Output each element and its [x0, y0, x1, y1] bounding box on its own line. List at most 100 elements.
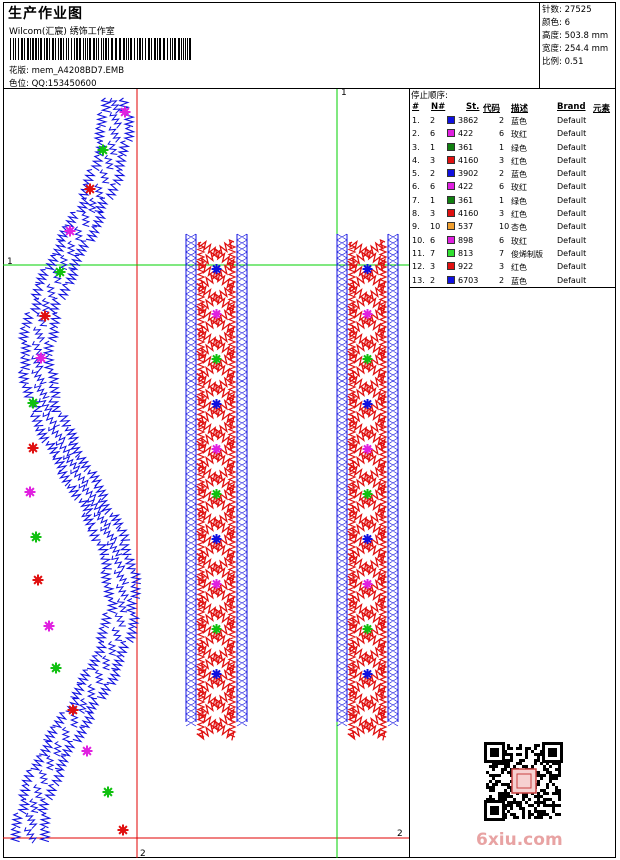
row-code: 1 — [499, 196, 504, 205]
stitch-count: 针数: 27525 — [542, 4, 608, 17]
row-needle: 3 — [430, 209, 435, 218]
row-code: 1 — [499, 143, 504, 152]
header-left: 生产作业图 Wilcom(汇宸) 绣饰工作室 花版: mem_A4208BD7.… — [4, 2, 540, 88]
design-file-label: 花版: mem_A4208BD7.EMB — [9, 64, 124, 76]
row-stitches: 6703 — [458, 276, 478, 285]
row-description: 绿色 — [511, 196, 527, 207]
page-title: 生产作业图 — [8, 3, 83, 23]
stop-row: 8. 3 4160 3 红色 Default — [411, 208, 616, 221]
row-index: 6. — [412, 182, 420, 191]
color-swatch — [447, 196, 455, 204]
header-divider — [539, 2, 540, 88]
color-swatch — [447, 262, 455, 270]
stop-row: 13. 2 6703 2 蓝色 Default — [411, 275, 616, 288]
row-description: 玫红 — [511, 129, 527, 140]
table-bottom-line — [409, 287, 616, 288]
color-swatch — [447, 182, 455, 190]
stop-table-body: 1. 2 3862 2 蓝色 Default 2. 6 422 6 玫红 Default 3. 1 361 1… — [411, 115, 616, 288]
row-stitches: 361 — [458, 143, 473, 152]
design-width: 宽度: 254.4 mm — [542, 43, 608, 56]
row-brand: Default — [557, 249, 586, 258]
row-code: 3 — [499, 156, 504, 165]
barcode — [10, 38, 192, 60]
row-stitches: 537 — [458, 222, 473, 231]
row-code: 2 — [499, 276, 504, 285]
row-stitches: 3902 — [458, 169, 478, 178]
row-description: 绿色 — [511, 143, 527, 154]
row-needle: 2 — [430, 169, 435, 178]
row-needle: 6 — [430, 182, 435, 191]
row-index: 10. — [412, 236, 425, 245]
stop-row: 9. 10 537 10 杏色 Default — [411, 221, 616, 234]
row-needle: 3 — [430, 156, 435, 165]
svg-text:2: 2 — [397, 829, 403, 839]
row-brand: Default — [557, 209, 586, 218]
row-brand: Default — [557, 222, 586, 231]
stop-row: 3. 1 361 1 绿色 Default — [411, 142, 616, 155]
stop-row: 10. 6 898 6 玫红 Default — [411, 235, 616, 248]
row-stitches: 922 — [458, 262, 473, 271]
row-code: 3 — [499, 262, 504, 271]
row-index: 8. — [412, 209, 420, 218]
row-needle: 7 — [430, 249, 435, 258]
stop-row: 4. 3 4160 3 红色 Default — [411, 155, 616, 168]
row-code: 3 — [499, 209, 504, 218]
row-index: 11. — [412, 249, 425, 258]
stop-row: 6. 6 422 6 玫红 Default — [411, 181, 616, 194]
row-brand: Default — [557, 262, 586, 271]
row-needle: 2 — [430, 276, 435, 285]
col-header-stitches: St. — [466, 102, 479, 112]
design-height: 高度: 503.8 mm — [542, 30, 608, 43]
col-header-needle: N# — [431, 102, 445, 112]
row-index: 1. — [412, 116, 420, 125]
row-index: 13. — [412, 276, 425, 285]
qr-code — [482, 740, 565, 823]
row-description: 红色 — [511, 209, 527, 220]
row-index: 7. — [412, 196, 420, 205]
watermark-text: 6xiu.com — [476, 830, 563, 850]
color-swatch — [447, 169, 455, 177]
row-index: 3. — [412, 143, 420, 152]
row-code: 10 — [499, 222, 509, 231]
row-brand: Default — [557, 196, 586, 205]
row-index: 4. — [412, 156, 420, 165]
col-header-brand: Brand — [557, 102, 586, 112]
embroidery-design-canvas: 1 1 2 2 — [3, 89, 409, 858]
row-description: 蓝色 — [511, 276, 527, 287]
stats-block: 针数: 27525 颜色: 6 高度: 503.8 mm 宽度: 254.4 m… — [542, 4, 608, 69]
row-description: 红色 — [511, 262, 527, 273]
stop-row: 7. 1 361 1 绿色 Default — [411, 195, 616, 208]
color-swatch — [447, 276, 455, 284]
company-name: Wilcom(汇宸) 绣饰工作室 — [9, 24, 115, 37]
row-stitches: 4160 — [458, 209, 478, 218]
svg-text:2: 2 — [140, 849, 146, 858]
col-header-index: # — [412, 102, 419, 112]
color-swatch — [447, 156, 455, 164]
row-brand: Default — [557, 116, 586, 125]
row-index: 12. — [412, 262, 425, 271]
svg-text:1: 1 — [341, 89, 347, 98]
color-swatch — [447, 209, 455, 217]
row-description: 杏色 — [511, 222, 527, 233]
color-swatch — [447, 236, 455, 244]
svg-text:1: 1 — [7, 257, 13, 267]
stop-row: 2. 6 422 6 玫红 Default — [411, 128, 616, 141]
color-swatch — [447, 129, 455, 137]
row-index: 5. — [412, 169, 420, 178]
color-swatch — [447, 116, 455, 124]
row-needle: 1 — [430, 143, 435, 152]
row-stitches: 813 — [458, 249, 473, 258]
design-scale: 比例: 0.51 — [542, 56, 608, 69]
row-description: 玫红 — [511, 182, 527, 193]
row-index: 2. — [412, 129, 420, 138]
row-needle: 6 — [430, 129, 435, 138]
row-description: 玫红 — [511, 236, 527, 247]
row-code: 6 — [499, 236, 504, 245]
row-needle: 2 — [430, 116, 435, 125]
row-code: 2 — [499, 169, 504, 178]
col-header-element: 元素 — [593, 102, 610, 114]
row-needle: 1 — [430, 196, 435, 205]
stop-row: 12. 3 922 3 红色 Default — [411, 261, 616, 274]
stop-row: 11. 7 813 7 俊烯制版 Default — [411, 248, 616, 261]
stop-row: 5. 2 3902 2 蓝色 Default — [411, 168, 616, 181]
